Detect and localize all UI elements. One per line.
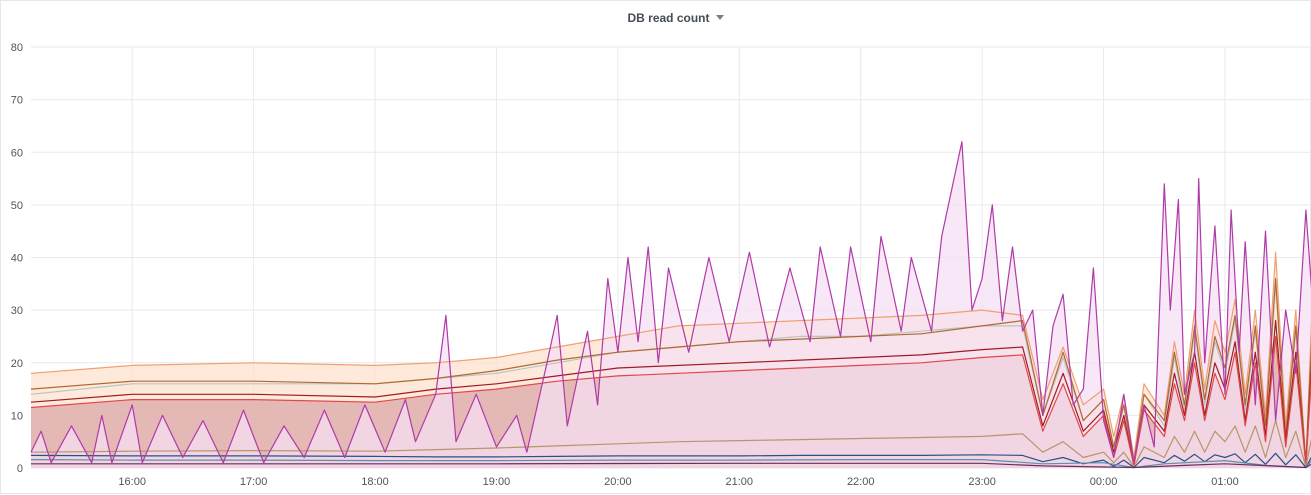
series-3-line [30,320,1311,466]
y-tick-label: 50 [11,200,23,212]
chevron-down-icon[interactable] [715,15,724,20]
panel-title: DB read count [627,11,710,25]
x-tick-label: 21:00 [726,476,754,488]
series-8-line [31,462,1311,469]
x-tick-label: 01:00 [1211,476,1239,488]
x-axis: 16:00 17:00 18:00 19:00 20:00 21:00 22:00 23:00… [118,476,1238,488]
series-6-line [30,452,1311,469]
y-tick-label: 30 [11,305,23,317]
y-tick-label: 80 [11,42,23,54]
x-tick-label: 20:00 [604,476,632,488]
y-tick-label: 10 [11,410,23,422]
x-tick-label: 17:00 [240,476,268,488]
y-tick-label: 70 [11,95,23,107]
panel-header: DB read count [1,9,1310,27]
series-9-area [31,141,1311,468]
series-7-line [30,459,1311,469]
y-axis: 0 10 20 30 40 50 60 70 80 [11,42,23,475]
series-5-line [30,420,1311,468]
series-0-line [30,251,1311,464]
series-lines [30,141,1311,469]
x-tick-label: 00:00 [1090,476,1118,488]
series-areas [31,141,1311,468]
y-tick-label: 20 [11,358,23,370]
series-9-line [30,141,1311,464]
y-tick-label: 60 [11,147,23,159]
x-tick-label: 23:00 [968,476,996,488]
y-tick-label: 40 [11,253,23,265]
panel-title-menu[interactable]: DB read count [587,11,724,25]
y-tick-label: 0 [17,463,23,475]
x-tick-label: 18:00 [361,476,389,488]
x-tick-label: 19:00 [483,476,511,488]
x-tick-label: 16:00 [118,476,146,488]
x-tick-label: 22:00 [847,476,875,488]
